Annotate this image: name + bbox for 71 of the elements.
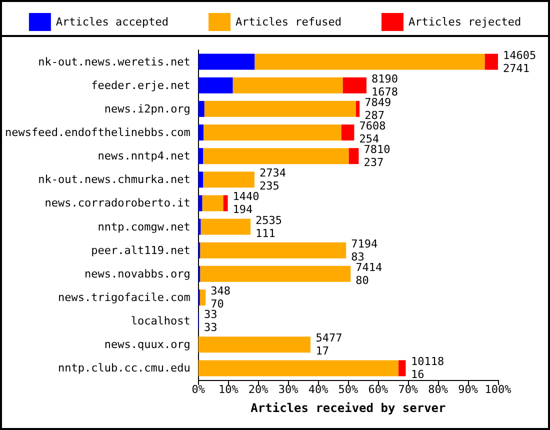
x-tick-label: 90% [458, 383, 478, 396]
bar [204, 124, 342, 140]
bar [341, 124, 354, 140]
x-tick-label: 10% [218, 383, 239, 396]
y-tick-label: news.corradoroberto.it [44, 196, 190, 210]
bar [254, 54, 485, 70]
y-tick-label: newsfeed.endofthelinebbs.com [4, 126, 191, 139]
bar [203, 148, 349, 164]
legend-label: Articles rejected [408, 16, 522, 28]
bar [232, 77, 343, 94]
x-tick-label: 60% [368, 383, 388, 396]
y-tick-label: news.novabbs.org [84, 267, 190, 280]
x-axis-title: Articles received by server [250, 401, 446, 415]
bar [348, 148, 359, 164]
x-tick-label: 50% [338, 383, 359, 396]
y-tick-label: news.i2pn.org [104, 102, 190, 116]
bar [200, 266, 351, 282]
bar [198, 124, 204, 140]
y-tick-label: news.nntp4.net [98, 150, 190, 163]
bar [198, 195, 202, 212]
annotation: 7414 80 [356, 260, 382, 287]
x-tick-label: 30% [278, 383, 299, 396]
bar [356, 100, 360, 117]
bar [198, 360, 399, 376]
bar [198, 172, 204, 188]
bar [198, 77, 233, 94]
y-tick-label: news.trigofacile.com [58, 291, 191, 304]
x-tick-label: 100% [484, 383, 512, 396]
x-tick-label: 80% [428, 383, 448, 396]
x-tick-label: 70% [398, 383, 418, 396]
annotation: 2734 235 [259, 166, 286, 193]
bar [204, 100, 356, 117]
y-tick-label: nntp.comgw.net [98, 220, 190, 234]
annotation: 10118 16 [411, 355, 444, 382]
bar [198, 54, 255, 70]
bar [198, 100, 204, 117]
y-tick-label: feeder.erje.net [91, 78, 190, 92]
annotation: 7194 83 [351, 237, 378, 264]
x-tick-label: 0% [192, 383, 206, 396]
annotation: 7810 237 [364, 143, 390, 170]
bar [484, 54, 498, 70]
bar [198, 148, 204, 164]
y-tick-label: news.quux.org [104, 338, 190, 352]
bar [200, 290, 206, 306]
annotation: 7849 287 [364, 96, 392, 122]
annotation: 348 70 [210, 284, 230, 310]
annotation: 1440 194 [232, 190, 260, 216]
y-tick-label: nntp.club.cc.cmu.edu [58, 362, 190, 375]
annotation: 33 33 [204, 308, 218, 334]
x-tick-label: 20% [248, 383, 269, 396]
bar [398, 360, 406, 376]
annotation: 14605 2741 [503, 48, 536, 75]
legend-label: Articles accepted [56, 16, 169, 28]
bar [198, 218, 201, 235]
bar [200, 242, 346, 258]
y-tick-label: peer.alt119.net [91, 244, 190, 257]
annotation: 7608 254 [359, 120, 386, 146]
annotation: 5477 17 [316, 332, 342, 358]
y-tick-label: nk-out.news.chmurka.net [38, 173, 190, 186]
annotation: 2535 111 [256, 214, 282, 240]
y-tick-label: localhost [130, 314, 190, 328]
annotation: 8190 1678 [371, 72, 398, 98]
bar [200, 218, 251, 235]
bar [202, 195, 224, 212]
legend-label: Articles refused [236, 16, 342, 28]
bar [342, 77, 366, 94]
bar [203, 172, 254, 188]
bar [223, 195, 228, 212]
x-tick-label: 40% [308, 383, 329, 396]
bar [198, 336, 310, 353]
y-tick-label: nk-out.news.weretis.net [38, 55, 190, 68]
